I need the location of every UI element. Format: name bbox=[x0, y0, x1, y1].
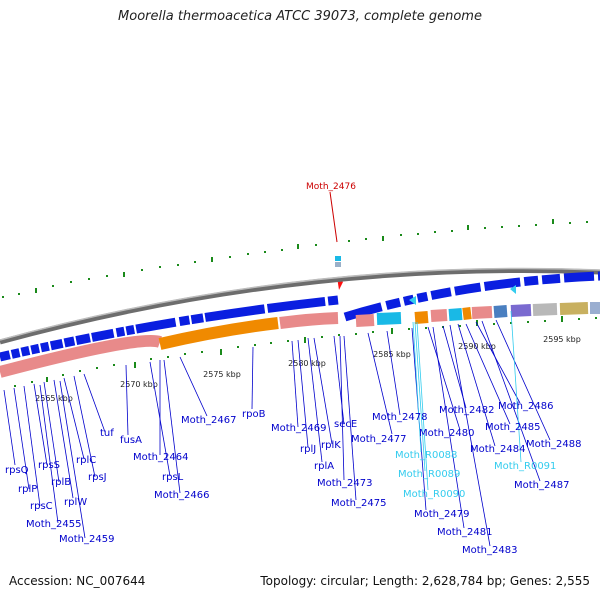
reverse-strand-lane bbox=[0, 295, 339, 362]
highlight-marker[interactable] bbox=[329, 191, 343, 290]
accession-text: Accession: NC_007644 bbox=[9, 574, 146, 588]
gene-label[interactable]: Moth_2488 bbox=[526, 439, 581, 450]
scale-label: 2595 kbp bbox=[543, 335, 581, 344]
gene-label[interactable]: rplJ bbox=[300, 444, 316, 455]
gene-label[interactable]: rpsJ bbox=[88, 472, 107, 483]
scale-label: 2585 kbp bbox=[373, 350, 411, 359]
gene-label[interactable]: rpsL bbox=[162, 472, 184, 483]
gene-label[interactable]: Moth_2469 bbox=[271, 423, 326, 434]
scale-label: 2590 kbp bbox=[458, 342, 496, 351]
rna-label[interactable]: Moth_R0089 bbox=[398, 469, 460, 480]
gene-label[interactable]: tuf bbox=[100, 428, 114, 439]
gene-label[interactable]: Moth_2484 bbox=[470, 444, 525, 455]
gene-label[interactable]: Moth_2475 bbox=[331, 498, 386, 509]
rna-label[interactable]: Moth_R0090 bbox=[403, 489, 465, 500]
genome-title: Moorella thermoacetica ATCC 39073, compl… bbox=[118, 9, 482, 24]
gene-label[interactable]: rpsQ bbox=[5, 465, 29, 476]
rna-leader-lines bbox=[412, 310, 522, 491]
genome-backbone bbox=[0, 267, 600, 345]
gene-label[interactable]: Moth_2473 bbox=[317, 478, 372, 489]
gene-label[interactable]: Moth_2480 bbox=[419, 428, 474, 439]
gene-label[interactable]: secE bbox=[334, 419, 357, 430]
gene-label[interactable]: Moth_2466 bbox=[154, 490, 209, 501]
gene-label[interactable]: Moth_2483 bbox=[462, 545, 517, 556]
gene-labels: rpsQ rplP rpsC rpsS rplB rplW Moth_2455 … bbox=[5, 401, 581, 556]
scale-label: 2570 kbp bbox=[120, 380, 158, 389]
gene-label[interactable]: Moth_2486 bbox=[498, 401, 553, 412]
gene-label[interactable]: Moth_2481 bbox=[437, 527, 492, 538]
gene-label[interactable]: Moth_2467 bbox=[181, 415, 236, 426]
genome-summary-text: Topology: circular; Length: 2,628,784 bp… bbox=[260, 574, 590, 588]
gene-label[interactable]: Moth_2455 bbox=[26, 519, 81, 530]
gene-label[interactable]: Moth_2485 bbox=[485, 422, 540, 433]
gene-label[interactable]: fusA bbox=[120, 435, 142, 446]
rna-label[interactable]: Moth_R0091 bbox=[494, 461, 556, 472]
gene-label[interactable]: Moth_2487 bbox=[514, 480, 569, 491]
inner-tick-arc bbox=[14, 316, 597, 387]
gene-label[interactable]: rplK bbox=[321, 440, 341, 451]
gene-label[interactable]: Moth_2482 bbox=[439, 405, 494, 416]
gene-label[interactable]: Moth_2477 bbox=[351, 434, 406, 445]
scale-label: 2575 kbp bbox=[203, 370, 241, 379]
rna-label[interactable]: Moth_R0088 bbox=[395, 450, 457, 461]
gene-label[interactable]: rplB bbox=[51, 477, 71, 488]
gene-label[interactable]: Moth_2464 bbox=[133, 452, 188, 463]
gene-label[interactable]: rplC bbox=[76, 455, 96, 466]
scale-label: 2580 kbp bbox=[288, 359, 326, 368]
gene-label[interactable]: rpsS bbox=[38, 460, 60, 471]
gene-label[interactable]: rplW bbox=[64, 497, 87, 508]
gene-label[interactable]: rplP bbox=[18, 484, 37, 495]
gene-label[interactable]: rplA bbox=[314, 461, 334, 472]
forward-strand-lane bbox=[343, 271, 600, 322]
highlight-gene-label[interactable]: Moth_2476 bbox=[306, 182, 356, 192]
gene-label[interactable]: Moth_2478 bbox=[372, 412, 427, 423]
gene-label[interactable]: Moth_2459 bbox=[59, 534, 114, 545]
outer-tick-arc bbox=[2, 219, 588, 298]
scale-labels: 2565 kbp 2570 kbp 2575 kbp 2580 kbp 2585… bbox=[35, 335, 581, 403]
gene-label[interactable]: rpoB bbox=[242, 409, 266, 420]
scale-label: 2565 kbp bbox=[35, 394, 73, 403]
gene-label[interactable]: Moth_2479 bbox=[414, 509, 469, 520]
rna-labels: Moth_R0088 Moth_R0089 Moth_R0090 Moth_R0… bbox=[395, 450, 556, 500]
gene-label[interactable]: rpsC bbox=[30, 501, 53, 512]
cog-colour-lane bbox=[0, 302, 600, 378]
